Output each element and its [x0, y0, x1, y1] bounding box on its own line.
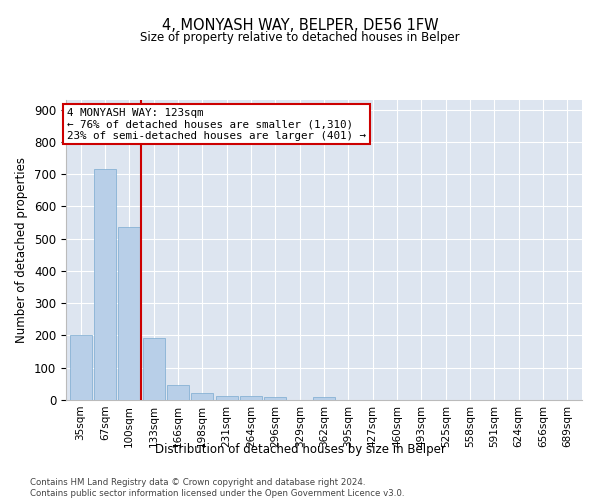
- Bar: [215, 396, 238, 400]
- Bar: [265, 398, 286, 400]
- Text: Distribution of detached houses by size in Belper: Distribution of detached houses by size …: [155, 442, 445, 456]
- Bar: [143, 338, 164, 400]
- Text: Contains HM Land Registry data © Crown copyright and database right 2024.
Contai: Contains HM Land Registry data © Crown c…: [30, 478, 404, 498]
- Bar: [118, 228, 140, 400]
- Text: 4 MONYASH WAY: 123sqm
← 76% of detached houses are smaller (1,310)
23% of semi-d: 4 MONYASH WAY: 123sqm ← 76% of detached …: [67, 108, 366, 140]
- Bar: [240, 396, 262, 400]
- Text: Size of property relative to detached houses in Belper: Size of property relative to detached ho…: [140, 31, 460, 44]
- Y-axis label: Number of detached properties: Number of detached properties: [16, 157, 28, 343]
- Bar: [70, 336, 92, 400]
- Bar: [313, 397, 335, 400]
- Bar: [94, 170, 116, 400]
- Bar: [191, 393, 213, 400]
- Text: 4, MONYASH WAY, BELPER, DE56 1FW: 4, MONYASH WAY, BELPER, DE56 1FW: [161, 18, 439, 32]
- Bar: [167, 384, 189, 400]
